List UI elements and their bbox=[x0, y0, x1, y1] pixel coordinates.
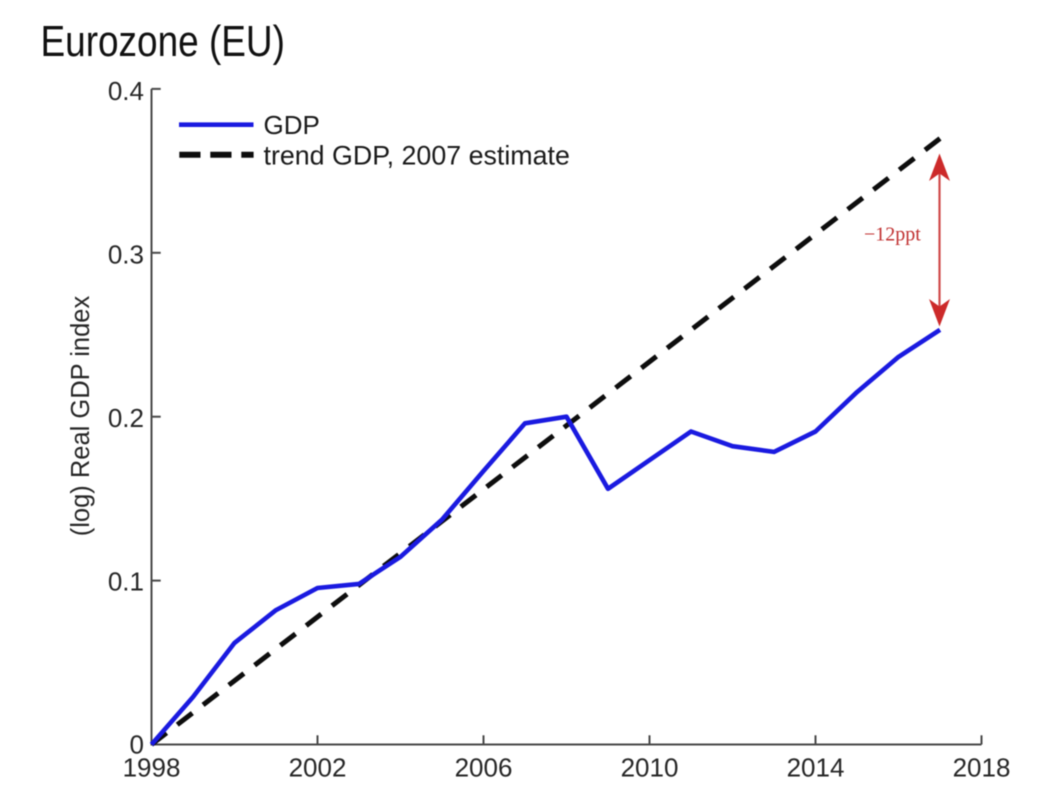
svg-text:Eurozone (EU): Eurozone (EU) bbox=[40, 16, 284, 66]
svg-text:2002: 2002 bbox=[289, 753, 347, 783]
svg-text:0: 0 bbox=[130, 730, 144, 760]
svg-text:GDP: GDP bbox=[264, 110, 320, 140]
svg-text:2018: 2018 bbox=[953, 753, 1011, 783]
svg-text:0.2: 0.2 bbox=[108, 403, 144, 433]
svg-text:1998: 1998 bbox=[123, 753, 181, 783]
svg-text:(log) Real GDP index: (log) Real GDP index bbox=[67, 296, 95, 537]
svg-text:0.4: 0.4 bbox=[108, 76, 144, 106]
svg-text:2010: 2010 bbox=[621, 753, 679, 783]
svg-text:trend GDP, 2007 estimate: trend GDP, 2007 estimate bbox=[264, 140, 570, 170]
svg-text:2014: 2014 bbox=[787, 753, 845, 783]
svg-text:0.1: 0.1 bbox=[108, 567, 144, 597]
svg-text:−12ppt: −12ppt bbox=[864, 224, 921, 246]
svg-text:2006: 2006 bbox=[455, 753, 513, 783]
svg-text:0.3: 0.3 bbox=[108, 239, 144, 269]
